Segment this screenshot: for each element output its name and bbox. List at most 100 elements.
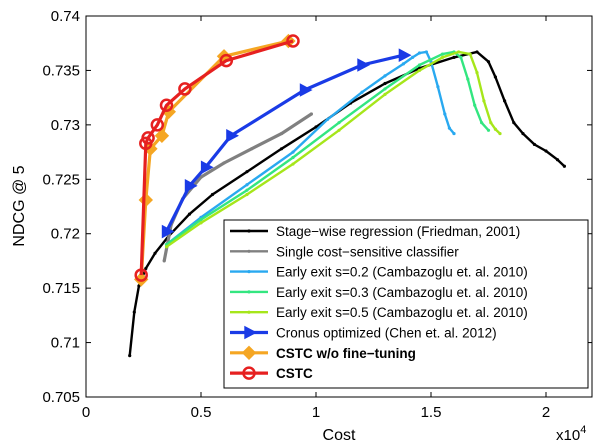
data-point bbox=[161, 224, 175, 239]
data-point bbox=[473, 103, 477, 107]
data-point bbox=[459, 55, 463, 59]
legend-marker bbox=[247, 270, 251, 274]
y-axis-title: NDCG @ 5 bbox=[11, 165, 28, 246]
data-point bbox=[475, 50, 479, 54]
data-point bbox=[357, 58, 371, 72]
legend-marker bbox=[241, 345, 257, 361]
data-point bbox=[555, 158, 560, 162]
legend-marker bbox=[242, 366, 256, 380]
x-multiplier-label: x104 bbox=[556, 424, 586, 444]
x-tick-label: 2 bbox=[542, 404, 550, 421]
x-tick-label: 0.5 bbox=[191, 404, 212, 421]
data-point bbox=[486, 128, 491, 132]
data-point bbox=[279, 147, 284, 151]
data-point bbox=[187, 212, 192, 216]
data-point bbox=[489, 121, 493, 125]
data-point bbox=[493, 127, 497, 131]
data-point bbox=[482, 99, 486, 103]
data-point bbox=[383, 92, 387, 96]
data-point bbox=[383, 81, 387, 86]
data-point bbox=[443, 112, 447, 116]
legend-entry: CSTC w/o fine−tuning bbox=[230, 345, 416, 361]
series-7 bbox=[134, 34, 300, 282]
data-point bbox=[457, 50, 461, 54]
data-point bbox=[468, 52, 472, 56]
data-point bbox=[417, 68, 422, 73]
data-point bbox=[222, 161, 226, 165]
series-line bbox=[165, 50, 490, 246]
y-tick-label: 0.71 bbox=[51, 335, 80, 352]
data-point bbox=[210, 192, 215, 197]
data-point bbox=[383, 74, 387, 78]
data-point bbox=[286, 34, 300, 48]
y-tick-label: 0.725 bbox=[42, 171, 80, 188]
data-point bbox=[498, 131, 502, 136]
data-point bbox=[411, 55, 415, 59]
data-point bbox=[521, 131, 525, 136]
data-point bbox=[141, 131, 155, 145]
data-point bbox=[134, 268, 148, 282]
data-point bbox=[299, 83, 313, 97]
data-point bbox=[544, 149, 548, 153]
data-point bbox=[436, 85, 440, 89]
y-tick-label: 0.72 bbox=[51, 226, 80, 243]
y-tick-label: 0.73 bbox=[51, 117, 80, 134]
data-point bbox=[475, 71, 479, 75]
legend-label: CSTC w/o fine−tuning bbox=[276, 346, 416, 361]
legend-entry: Single cost−sensitive classifier bbox=[230, 244, 459, 259]
x-tick-label: 1 bbox=[312, 404, 320, 421]
legend-entries: Stage−wise regression (Friedman, 2001) Si… bbox=[230, 224, 528, 381]
data-point bbox=[493, 75, 497, 79]
legend-marker bbox=[247, 290, 251, 294]
data-point bbox=[398, 48, 412, 62]
y-tick-label: 0.735 bbox=[42, 62, 80, 79]
data-point bbox=[245, 170, 249, 174]
data-point bbox=[199, 217, 203, 222]
x-multiplier-base: x10 bbox=[556, 427, 580, 444]
x-multiplier-exponent: 4 bbox=[580, 424, 586, 436]
data-point bbox=[486, 60, 491, 64]
data-point bbox=[199, 175, 203, 179]
data-point bbox=[325, 117, 330, 122]
data-point bbox=[466, 77, 470, 81]
legend-entry: Early exit s=0.5 (Cambazoglu et. al. 201… bbox=[230, 305, 528, 320]
data-point bbox=[245, 188, 249, 192]
data-point bbox=[417, 63, 422, 67]
data-point bbox=[401, 62, 405, 66]
data-point bbox=[199, 221, 203, 225]
data-point bbox=[226, 128, 239, 143]
legend-entry: Cronus optimized (Chen et. al. 2012) bbox=[230, 326, 497, 341]
legend-box bbox=[223, 219, 589, 389]
data-point bbox=[480, 121, 484, 125]
legend: Stage−wise regression (Friedman, 2001) Si… bbox=[223, 219, 589, 389]
legend-label: Stage−wise regression (Friedman, 2001) bbox=[276, 224, 520, 239]
legend-entry: CSTC bbox=[230, 366, 313, 381]
x-axis-title: Cost bbox=[323, 427, 356, 444]
series-4 bbox=[164, 50, 502, 249]
legend-marker bbox=[244, 325, 258, 340]
series-line bbox=[165, 50, 455, 246]
data-point bbox=[314, 125, 318, 129]
data-point bbox=[132, 310, 136, 314]
y-tick-label: 0.715 bbox=[42, 280, 80, 297]
x-tick-label: 0 bbox=[82, 404, 90, 421]
data-point bbox=[291, 155, 295, 160]
legend-label: CSTC bbox=[276, 366, 313, 381]
data-point bbox=[291, 150, 295, 154]
data-point bbox=[447, 126, 451, 130]
data-point bbox=[150, 118, 165, 132]
legend-label: Early exit s=0.3 (Cambazoglu et. al. 201… bbox=[276, 285, 528, 300]
y-tick-label: 0.705 bbox=[42, 389, 80, 406]
legend-entry: Early exit s=0.3 (Cambazoglu et. al. 201… bbox=[230, 285, 528, 300]
legend-marker bbox=[247, 249, 251, 253]
data-point bbox=[154, 128, 170, 143]
series-0 bbox=[128, 50, 567, 358]
data-point bbox=[440, 52, 445, 56]
legend-label: Cronus optimized (Chen et. al. 2012) bbox=[276, 326, 497, 341]
series-5 bbox=[161, 48, 412, 239]
data-point bbox=[159, 98, 174, 113]
legend-label: Early exit s=0.2 (Cambazoglu et. al. 201… bbox=[276, 265, 528, 280]
data-point bbox=[424, 50, 428, 54]
